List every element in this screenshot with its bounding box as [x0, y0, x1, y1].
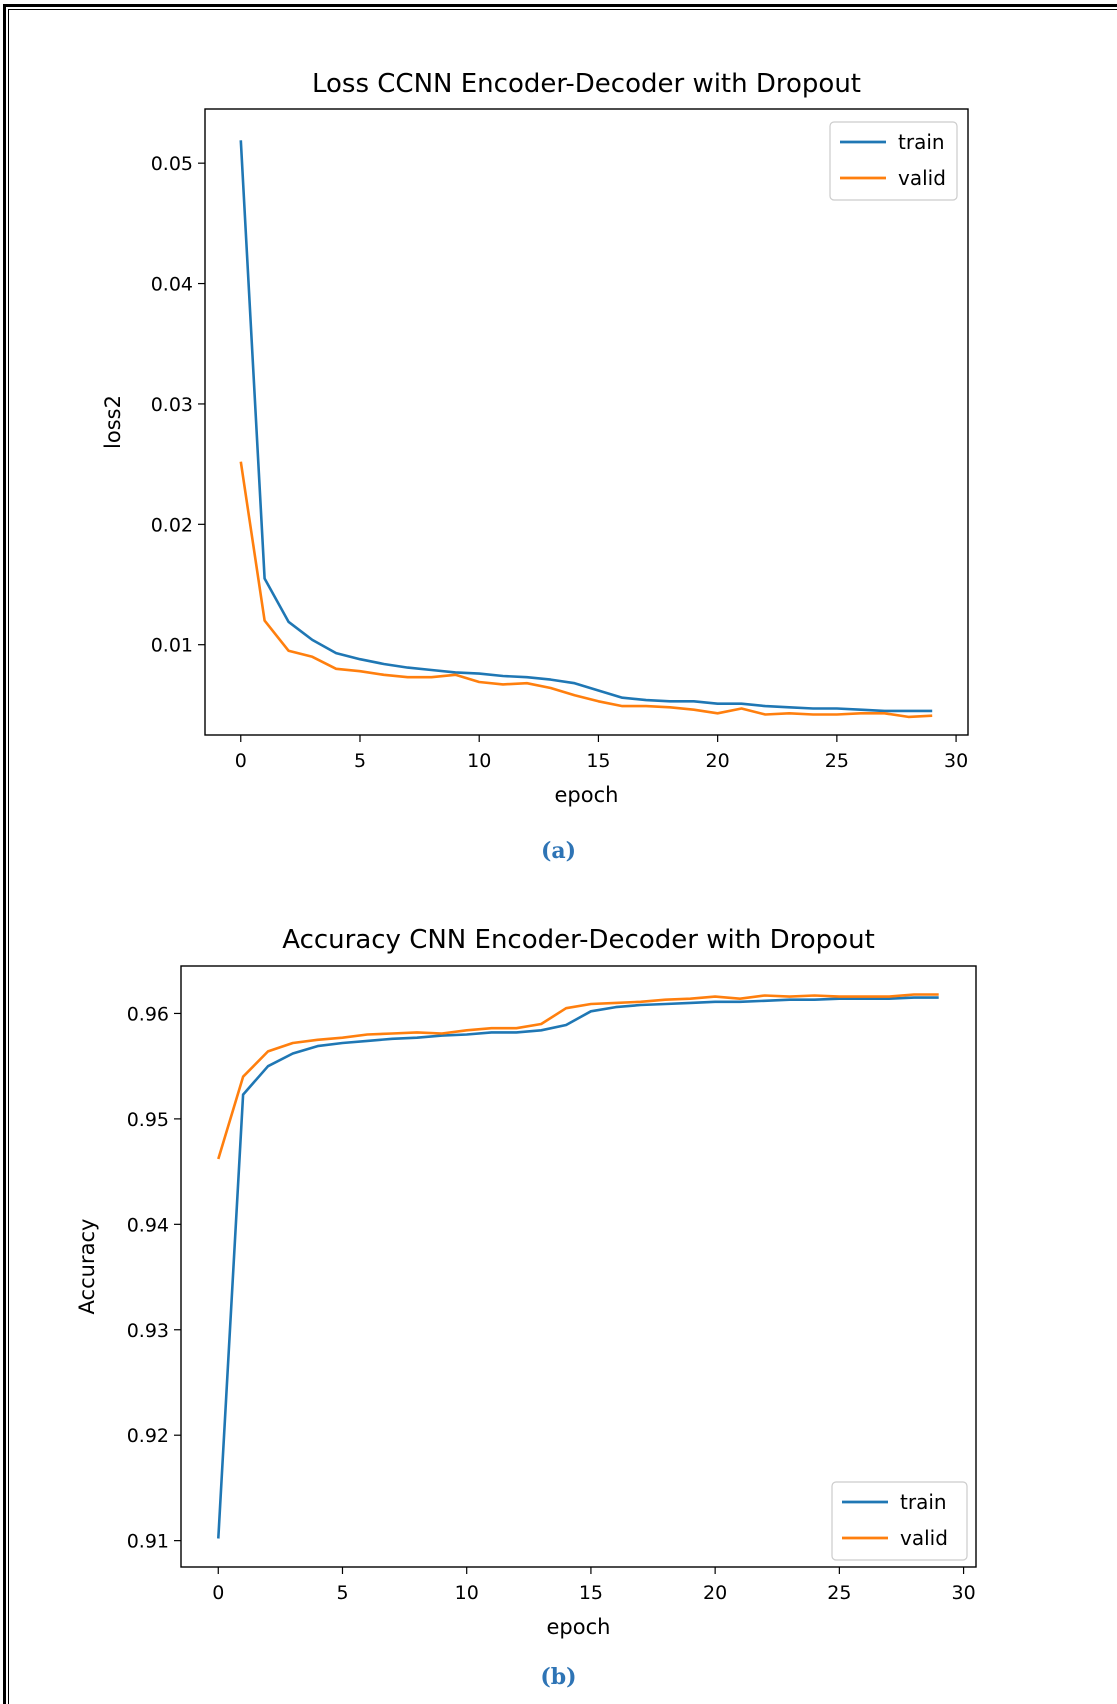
y-tick-label: 0.03 — [151, 394, 193, 416]
loss-chart: Loss CCNN Encoder-Decoder with Dropout 0 5… — [101, 69, 969, 807]
chart-title: Accuracy CNN Encoder-Decoder with Dropou… — [282, 925, 875, 955]
x-tick-label: 30 — [951, 1582, 975, 1604]
x-axis-label: epoch — [547, 1615, 611, 1639]
plot-area — [204, 108, 969, 736]
x-tick-label: 20 — [703, 1582, 727, 1604]
legend-label-valid: valid — [900, 1526, 948, 1550]
y-tick-label: 0.92 — [127, 1425, 169, 1447]
x-tick-label: 5 — [336, 1582, 348, 1604]
y-tick-label: 0.93 — [127, 1320, 169, 1342]
x-tick-label: 25 — [827, 1582, 851, 1604]
y-tick-label: 0.94 — [127, 1214, 169, 1236]
x-tick-label: 30 — [944, 750, 968, 772]
series-line-valid — [239, 461, 933, 719]
y-axis-label: loss2 — [101, 395, 125, 449]
x-tick-label: 5 — [354, 750, 366, 772]
y-tick-label: 0.02 — [151, 514, 193, 536]
y-tick-label: 0.96 — [127, 1003, 169, 1025]
x-tick-label: 10 — [455, 1582, 479, 1604]
y-axis-label: Accuracy — [75, 1219, 99, 1315]
series-line-train — [217, 996, 939, 1539]
x-tick-label: 20 — [706, 750, 730, 772]
y-tick-label: 0.95 — [127, 1109, 169, 1131]
series-line-train — [239, 140, 933, 713]
series-line-valid — [217, 993, 939, 1160]
chart-title: Loss CCNN Encoder-Decoder with Dropout — [312, 69, 861, 99]
y-tick-label: 0.01 — [151, 635, 193, 657]
y-tick-label: 0.04 — [151, 274, 193, 296]
legend-label-valid: valid — [898, 166, 946, 190]
plot-area — [180, 965, 977, 1568]
x-tick-label: 10 — [467, 750, 491, 772]
x-tick-label: 0 — [235, 750, 247, 772]
x-tick-label: 15 — [586, 750, 610, 772]
x-tick-label: 25 — [825, 750, 849, 772]
figure-frame — [3, 4, 1117, 1704]
x-tick-label: 0 — [212, 1582, 224, 1604]
caption-a: (a) — [540, 838, 577, 864]
y-tick-label: 0.91 — [127, 1531, 169, 1553]
legend-label-train: train — [900, 1490, 947, 1514]
x-tick-label: 15 — [579, 1582, 603, 1604]
caption-b: (b) — [540, 1664, 577, 1690]
x-axis-label: epoch — [555, 783, 619, 807]
y-tick-label: 0.05 — [151, 153, 193, 175]
legend-label-train: train — [898, 130, 945, 154]
